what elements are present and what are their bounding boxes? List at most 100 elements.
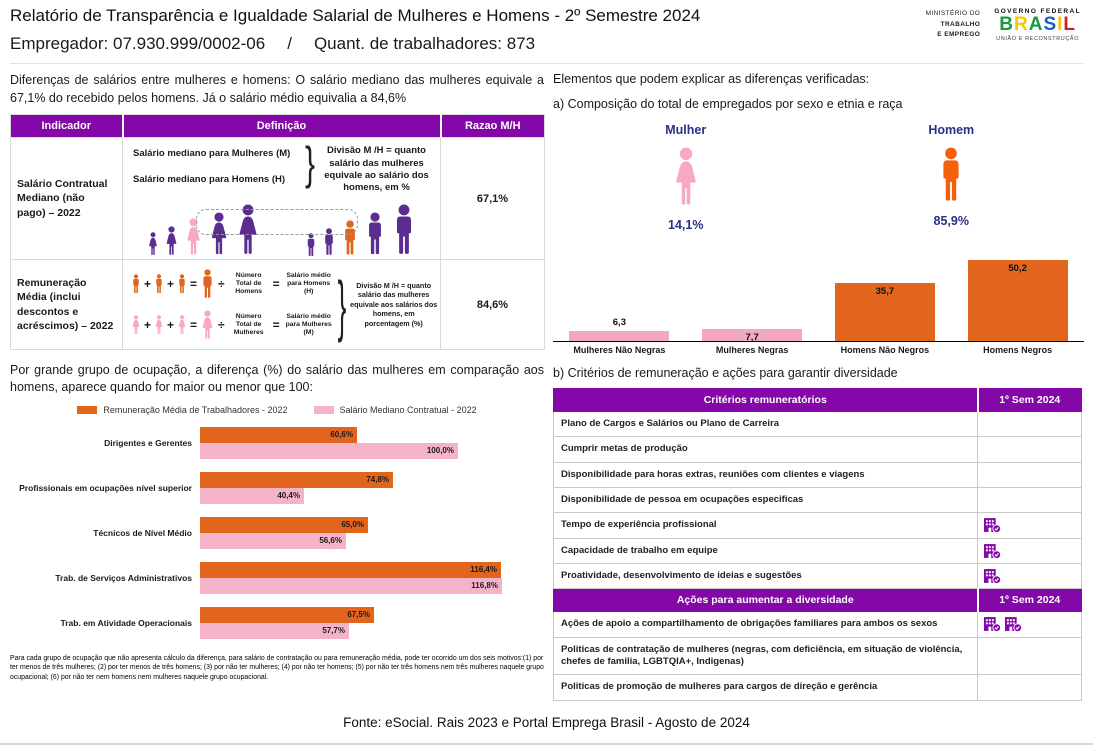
criterion-label: Politicas de promoção de mulheres para c…	[553, 674, 978, 701]
woman-icon	[148, 231, 157, 255]
occupation-label: Trab. de Serviços Administrativos	[55, 573, 192, 584]
equation-label: Número Total de Mulheres	[233, 312, 264, 337]
occupation-bar: 116,8%	[200, 578, 502, 595]
table-row-mean-remuneration: Remuneração Média (inclui descontos e ac…	[10, 259, 545, 350]
criterion-label: Ações de apoio a compartilhamento de obr…	[553, 611, 978, 638]
occupation-label: Dirigentes e Gerentes	[104, 438, 192, 449]
occupation-bar: 100,0%	[200, 443, 458, 460]
composition-bar	[569, 331, 670, 341]
brand-letter: L	[1063, 14, 1077, 35]
woman-icon	[178, 315, 186, 335]
occupation-group: Trab. de Serviços Administrativos 116,4% 1…	[10, 556, 544, 601]
ministry-logo-line: MINISTÉRIO DO	[925, 10, 981, 18]
composition-bar-slot: 35,7	[819, 238, 952, 341]
woman-icon	[202, 310, 213, 339]
criterion-label: Capacidade de trabalho em equipe	[553, 537, 978, 565]
operator-equals: =	[272, 318, 280, 332]
male-percentage: 85,9%	[933, 214, 969, 228]
company-check-icon	[1004, 616, 1023, 633]
definition-cell: Salário mediano para Mulheres (M) Salári…	[122, 137, 441, 260]
bar-value-label: 40,4%	[277, 491, 300, 501]
table-row: Plano de Cargos e Salários ou Plano de C…	[553, 410, 1082, 438]
table-row: Ações de apoio a compartilhamento de obr…	[553, 611, 1082, 638]
criterion-label: Disponibilidade de pessoa em ocupações e…	[553, 487, 978, 514]
legend-label: Salário Mediano Contratual - 2022	[339, 404, 477, 415]
subsection-a-title: a) Composição do total de empregados por…	[553, 97, 903, 111]
workers-count: Quant. de trabalhadores: 873	[313, 34, 536, 53]
chart-footnote: Para cada grupo de ocupação que não apre…	[10, 654, 544, 682]
gender-split: Mulher 14,1% Homem 85,9%	[553, 123, 1084, 232]
occupation-bar: 56,6%	[200, 533, 346, 550]
separator: /	[287, 34, 292, 53]
ministry-logo: MINISTÉRIO DO TRABALHO E EMPREGO	[926, 9, 981, 40]
criterion-status-cell	[977, 636, 1082, 676]
occupation-bars: 116,4% 116,8%	[200, 562, 502, 595]
bar-value-label: 116,8%	[471, 581, 498, 591]
occupation-bars: 67,5% 57,7%	[200, 607, 374, 640]
mean-ratio-note: Divisão M /H = quanto salário das mulher…	[350, 281, 438, 328]
man-icon	[133, 274, 139, 294]
occupation-label: Trab. em Atividade Operacionais	[60, 618, 192, 629]
brace-glyph: }	[337, 265, 347, 344]
table-row-median-salary: Salário Contratual Mediano (não pago) – …	[10, 137, 545, 260]
female-label: Mulher	[665, 123, 707, 137]
composition-bar-slot: 6,3	[553, 238, 686, 341]
brace-glyph: }	[305, 138, 316, 191]
occupation-bar: 67,5%	[200, 607, 374, 624]
criterion-label: Tempo de experiência profissional	[553, 512, 978, 539]
gov-federal-label: GOVERNO FEDERAL	[994, 8, 1081, 15]
page-title: Relatório de Transparência e Igualdade S…	[10, 6, 701, 25]
table-row: Tempo de experiência profissional	[553, 512, 1082, 539]
occupation-chart-heading: Por grande grupo de ocupação, a diferenç…	[10, 363, 544, 394]
gov-tagline: UNIÃO E RECONSTRUÇÃO	[996, 35, 1080, 42]
equation-label: Salário médio para Homens (H)	[286, 271, 331, 296]
bar-value-label: 57,7%	[322, 626, 345, 636]
bar-value-label: 67,5%	[347, 610, 370, 620]
composition-bar-chart: 6,3 7,7 35,7 50,2	[553, 238, 1084, 343]
legend-item: Remuneração Média de Trabalhadores - 202…	[77, 405, 288, 415]
category-label: Homens Negros	[983, 345, 1053, 355]
female-share: Mulher 14,1%	[553, 123, 819, 232]
criterion-status-cell	[977, 410, 1082, 438]
composition-bar-slot: 50,2	[951, 238, 1084, 341]
explanation-heading: Elementos que podem explicar as diferenç…	[553, 72, 870, 86]
occupation-bar: 65,0%	[200, 517, 368, 534]
occupation-label: Profissionais em ocupações nível superio…	[19, 483, 192, 494]
chart-legend: Remuneração Média de Trabalhadores - 202…	[10, 405, 544, 415]
legend-item: Salário Mediano Contratual - 2022	[313, 404, 477, 415]
table-row: Politicas de promoção de mulheres para c…	[553, 674, 1082, 701]
criteria-header: Critérios remuneratórios	[553, 388, 979, 412]
women-average-equation: + + = ÷ Número Total de Mulheres = Salário méd…	[131, 309, 335, 341]
composition-category-labels: Mulheres Não Negras Mulheres Negras Homens…	[553, 345, 1084, 355]
occupation-bar: 74,8%	[200, 472, 393, 489]
criterion-label: Politicas de contratação de mulheres (ne…	[553, 636, 978, 676]
median-highlight-box	[195, 208, 358, 235]
bar-value-label: 7,7	[745, 332, 759, 343]
actions-period-header: 1º Sem 2024	[977, 588, 1082, 613]
employer-line: Empregador: 07.930.999/0002-06 / Quant. de…	[10, 34, 1083, 54]
bar-value-label: 35,7	[875, 286, 895, 297]
operator-equals: =	[272, 277, 280, 291]
equation-label: Número Total de Homens	[235, 271, 263, 296]
operator-plus: +	[144, 318, 152, 332]
definition-cell: + + = ÷ Número Total de Homens = Salário médio…	[122, 259, 441, 350]
criterion-status-cell	[977, 512, 1082, 539]
criterion-status-cell	[977, 436, 1082, 463]
operator-equals: =	[190, 318, 198, 332]
criteria-period-header: 1º Sem 2024	[977, 388, 1082, 412]
brand-letter: A	[1028, 14, 1044, 35]
criterion-status-cell	[977, 487, 1082, 514]
indicator-label: Salário Contratual Mediano (não pago) – …	[10, 137, 123, 260]
company-check-icon	[983, 568, 1002, 585]
criterion-status-cell	[977, 563, 1082, 590]
brand-letter: R	[1013, 14, 1029, 35]
bar-value-label: 100,0%	[426, 446, 454, 456]
man-icon	[203, 269, 212, 298]
occupation-bars: 60,6% 100,0%	[200, 427, 458, 460]
bar-value-label: 56,6%	[319, 536, 342, 546]
man-icon	[307, 232, 314, 256]
indicator-label: Remuneração Média (inclui descontos e ac…	[10, 259, 123, 350]
occupation-label: Técnicos de Nível Médio	[93, 528, 192, 539]
criterion-label: Proatividade, desenvolvimento de ideias …	[553, 563, 978, 590]
left-column: Diferenças de salários entre mulheres e …	[10, 72, 545, 683]
